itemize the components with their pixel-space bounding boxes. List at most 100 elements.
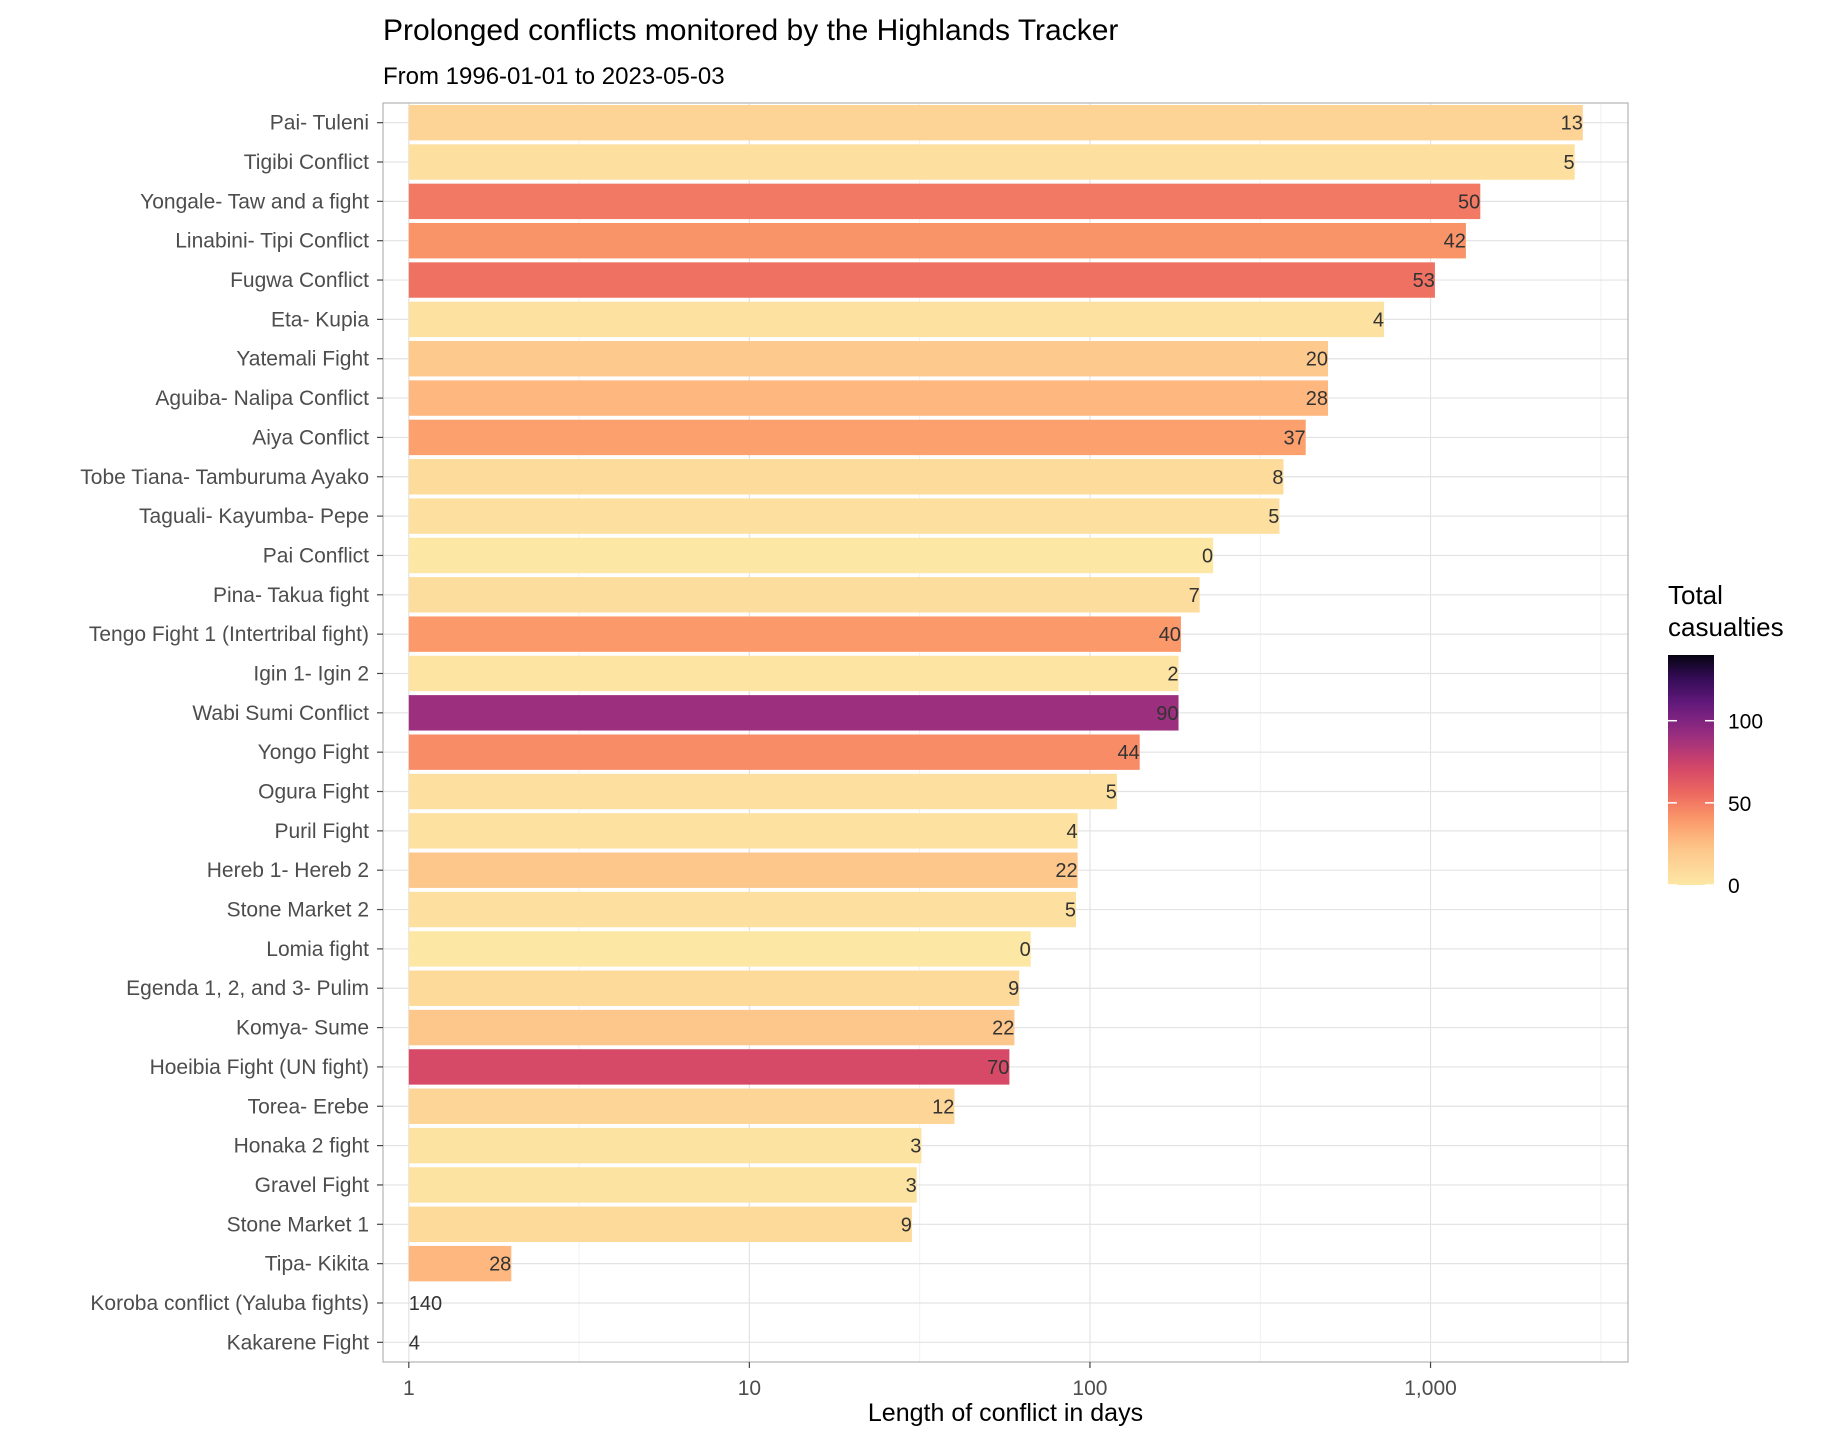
bar-value-label: 7 [1189,585,1200,607]
category-label: Puril Fight [274,820,369,843]
category-label: Komya- Sume [236,1017,369,1040]
category-label: Lomia fight [266,938,369,961]
bar-value-label: 9 [901,1214,912,1236]
category-label: Gravel Fight [255,1174,370,1197]
bar [408,262,1435,298]
x-axis: 1 10 100 1,000 [403,1362,1457,1400]
category-label: Taguali- Kayumba- Pepe [139,505,369,528]
bar-value-label: 70 [987,1057,1009,1079]
bar [408,498,1280,534]
bar-value-label: 28 [1306,388,1328,410]
bars [408,104,1583,1282]
bar [408,1049,1010,1085]
bar [408,655,1179,692]
category-label: Igin 1- Igin 2 [253,662,369,685]
category-label: Linabini- Tipi Conflict [175,230,369,253]
bar [408,1127,922,1164]
bar-value-label: 8 [1272,467,1283,489]
bar-value-label: 5 [1564,152,1575,174]
legend-title: Total [1668,580,1723,610]
bar [408,734,1140,770]
category-label: Yongale- Taw and a fight [140,190,369,213]
legend-tick-label: 0 [1728,875,1740,898]
category-label: Aiya Conflict [252,426,369,449]
bar-value-label: 140 [409,1293,442,1315]
category-label: Pai Conflict [263,544,369,567]
bar-value-label: 4 [1066,821,1077,843]
bar-value-label: 53 [1413,270,1435,292]
bar-value-label: 37 [1283,427,1305,449]
x-tick-label: 100 [1072,1377,1107,1400]
x-axis-title: Length of conflict in days [868,1399,1143,1427]
bar-value-labels: 1355042534202837850740290445422509227012… [409,113,1583,1355]
bar [408,144,1575,180]
bar [408,341,1329,377]
chart-title: Prolonged conflicts monitored by the Hig… [383,14,1118,47]
bar [408,222,1466,259]
category-label: Stone Market 2 [227,899,369,922]
bar [408,1009,1015,1046]
legend-title: casualties [1668,612,1784,642]
bar-value-label: 40 [1159,624,1181,646]
bar [408,1245,512,1282]
plot-panel: 1355042534202837850740290445422509227012… [382,102,1629,1363]
legend-tick-label: 100 [1728,711,1763,734]
category-label: Eta- Kupia [271,308,369,331]
bar [408,616,1181,652]
bar [408,459,1284,495]
bar-value-label: 28 [489,1254,511,1276]
category-label: Pai- Tuleni [270,112,369,135]
bar [408,695,1179,731]
category-label: Tigibi Conflict [244,151,369,174]
bar [408,852,1078,888]
bar-value-label: 3 [910,1136,921,1158]
bar [408,891,1077,928]
panel-border [382,102,1629,1363]
bar-value-label: 50 [1458,191,1480,213]
y-axis: Pai- Tuleni Tigibi Conflict Yongale- Taw a… [80,112,383,1354]
category-label: Koroba conflict (Yaluba fights) [90,1292,369,1315]
category-label: Fugwa Conflict [230,269,369,292]
bar-value-label: 90 [1156,703,1178,725]
category-label: Stone Market 1 [227,1213,369,1236]
bar [408,813,1078,849]
category-label: Aguiba- Nalipa Conflict [155,387,369,410]
bar [408,773,1117,810]
bar [408,931,1031,967]
bar-value-label: 44 [1117,742,1139,764]
category-label: Tobe Tiana- Tamburuma Ayako [80,466,369,489]
category-label: Hereb 1- Hereb 2 [207,859,369,882]
bar-value-label: 5 [1268,506,1279,528]
category-label: Honaka 2 fight [234,1135,370,1158]
bar-value-label: 4 [1373,309,1384,331]
category-label: Hoeibia Fight (UN fight) [150,1056,369,1079]
bar-value-label: 0 [1020,939,1031,961]
bar-value-label: 5 [1065,900,1076,922]
bar-value-label: 22 [1055,860,1077,882]
chart-subtitle: From 1996-01-01 to 2023-05-03 [383,63,725,90]
bar-value-label: 4 [409,1332,420,1354]
category-label: Tengo Fight 1 (Intertribal fight) [89,623,369,646]
bar-value-label: 20 [1306,349,1328,371]
legend-colorbar [1668,655,1714,885]
bar [408,1088,955,1124]
bar-value-label: 0 [1202,545,1213,567]
bar-value-label: 13 [1561,113,1583,135]
bar [408,970,1020,1006]
legend-tick-label: 50 [1728,793,1751,816]
category-label: Torea- Erebe [248,1095,369,1118]
bar [408,1167,917,1203]
bar [408,1206,912,1243]
category-label: Wabi Sumi Conflict [192,702,369,725]
category-label: Yatemali Fight [236,348,369,371]
category-label: Pina- Takua fight [213,584,369,607]
x-tick-label: 1,000 [1404,1377,1457,1400]
bar-value-label: 9 [1008,978,1019,1000]
bar-value-label: 2 [1167,663,1178,685]
category-label: Tipa- Kikita [265,1253,370,1276]
bar [408,104,1583,141]
bar-value-label: 5 [1106,782,1117,804]
category-label: Yongo Fight [258,741,369,764]
category-label: Egenda 1, 2, and 3- Pulim [126,977,369,1000]
